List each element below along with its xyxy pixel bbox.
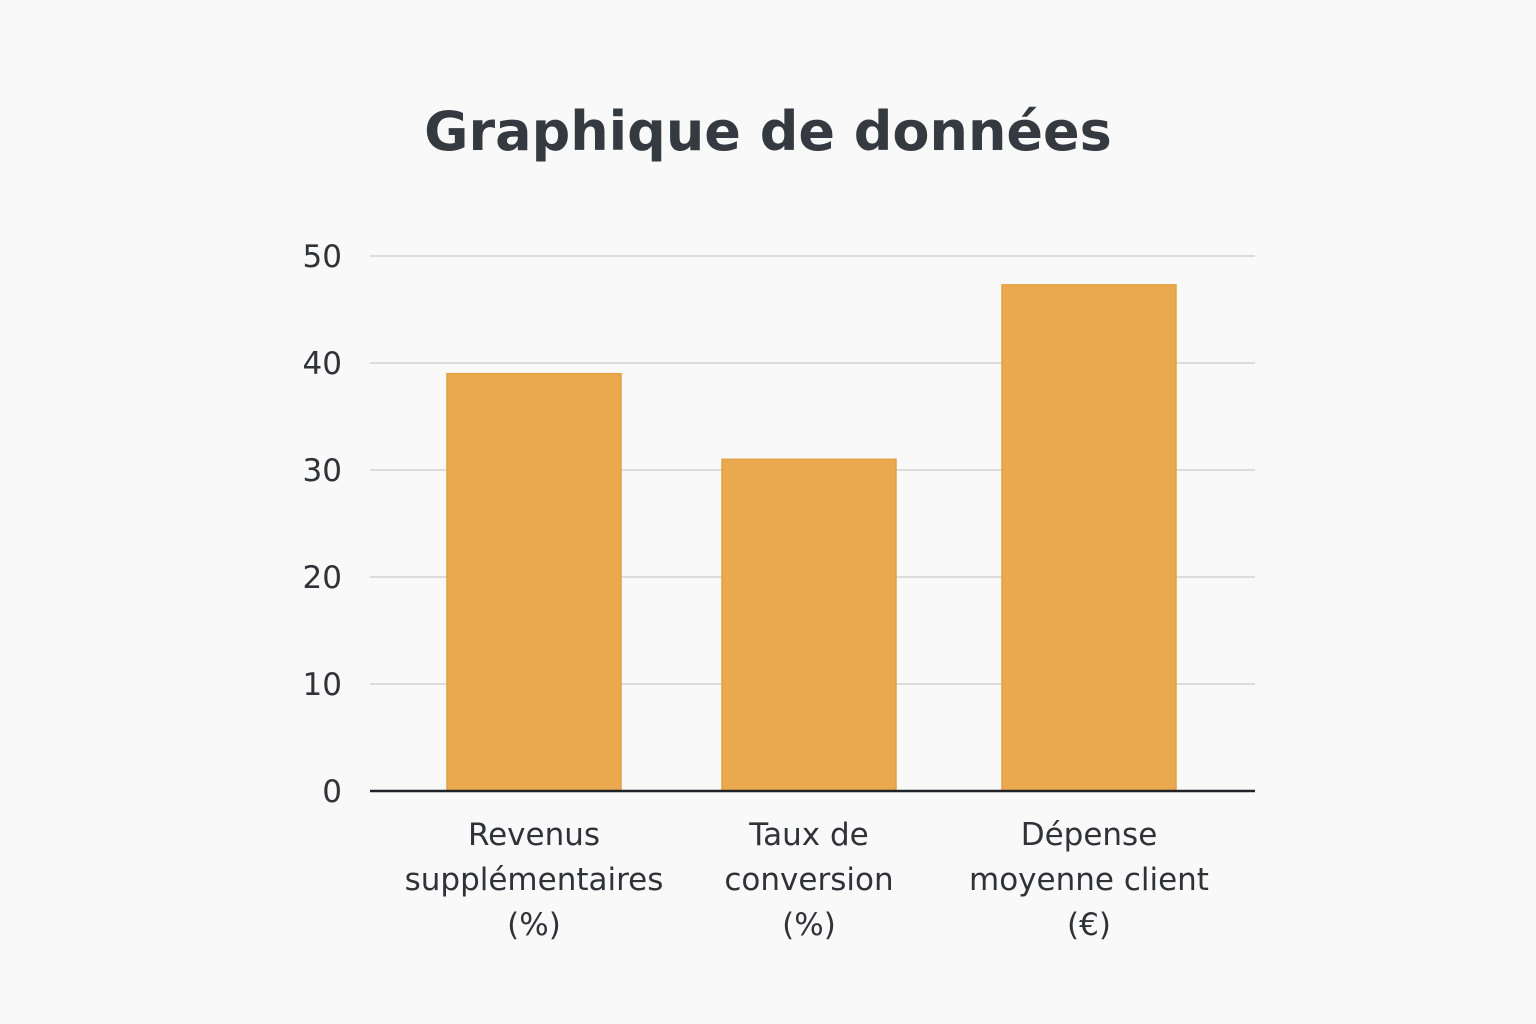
category-label-line: supplémentaires <box>405 862 664 898</box>
category-label-line: Revenus <box>468 817 600 853</box>
y-tick-label: 0 <box>322 774 342 810</box>
bars <box>446 284 1177 792</box>
y-tick-label: 40 <box>303 346 342 382</box>
y-tick-label: 20 <box>303 560 342 596</box>
y-tick-labels: 0 10 20 30 40 50 <box>303 239 342 810</box>
category-label-line: Dépense <box>1021 817 1158 853</box>
category-label-line: (€) <box>1067 907 1111 943</box>
category-label: Revenus supplémentaires (%) <box>405 817 664 943</box>
category-label-line: (%) <box>507 907 561 943</box>
category-label: Taux de conversion (%) <box>724 817 893 943</box>
category-label-line: conversion <box>724 862 893 898</box>
y-tick-label: 30 <box>303 453 342 489</box>
category-label-line: (%) <box>782 907 836 943</box>
y-tick-label: 10 <box>303 667 342 703</box>
category-label-line: Taux de <box>748 817 868 853</box>
category-label: Dépense moyenne client (€) <box>969 817 1209 943</box>
bar <box>1001 284 1177 792</box>
y-tick-label: 50 <box>303 239 342 275</box>
bar <box>721 458 897 792</box>
chart-title: Graphique de données <box>424 100 1112 163</box>
bar <box>446 372 622 792</box>
category-label-line: moyenne client <box>969 862 1209 898</box>
category-labels: Revenus supplémentaires (%) Taux de conversi… <box>405 817 1209 943</box>
